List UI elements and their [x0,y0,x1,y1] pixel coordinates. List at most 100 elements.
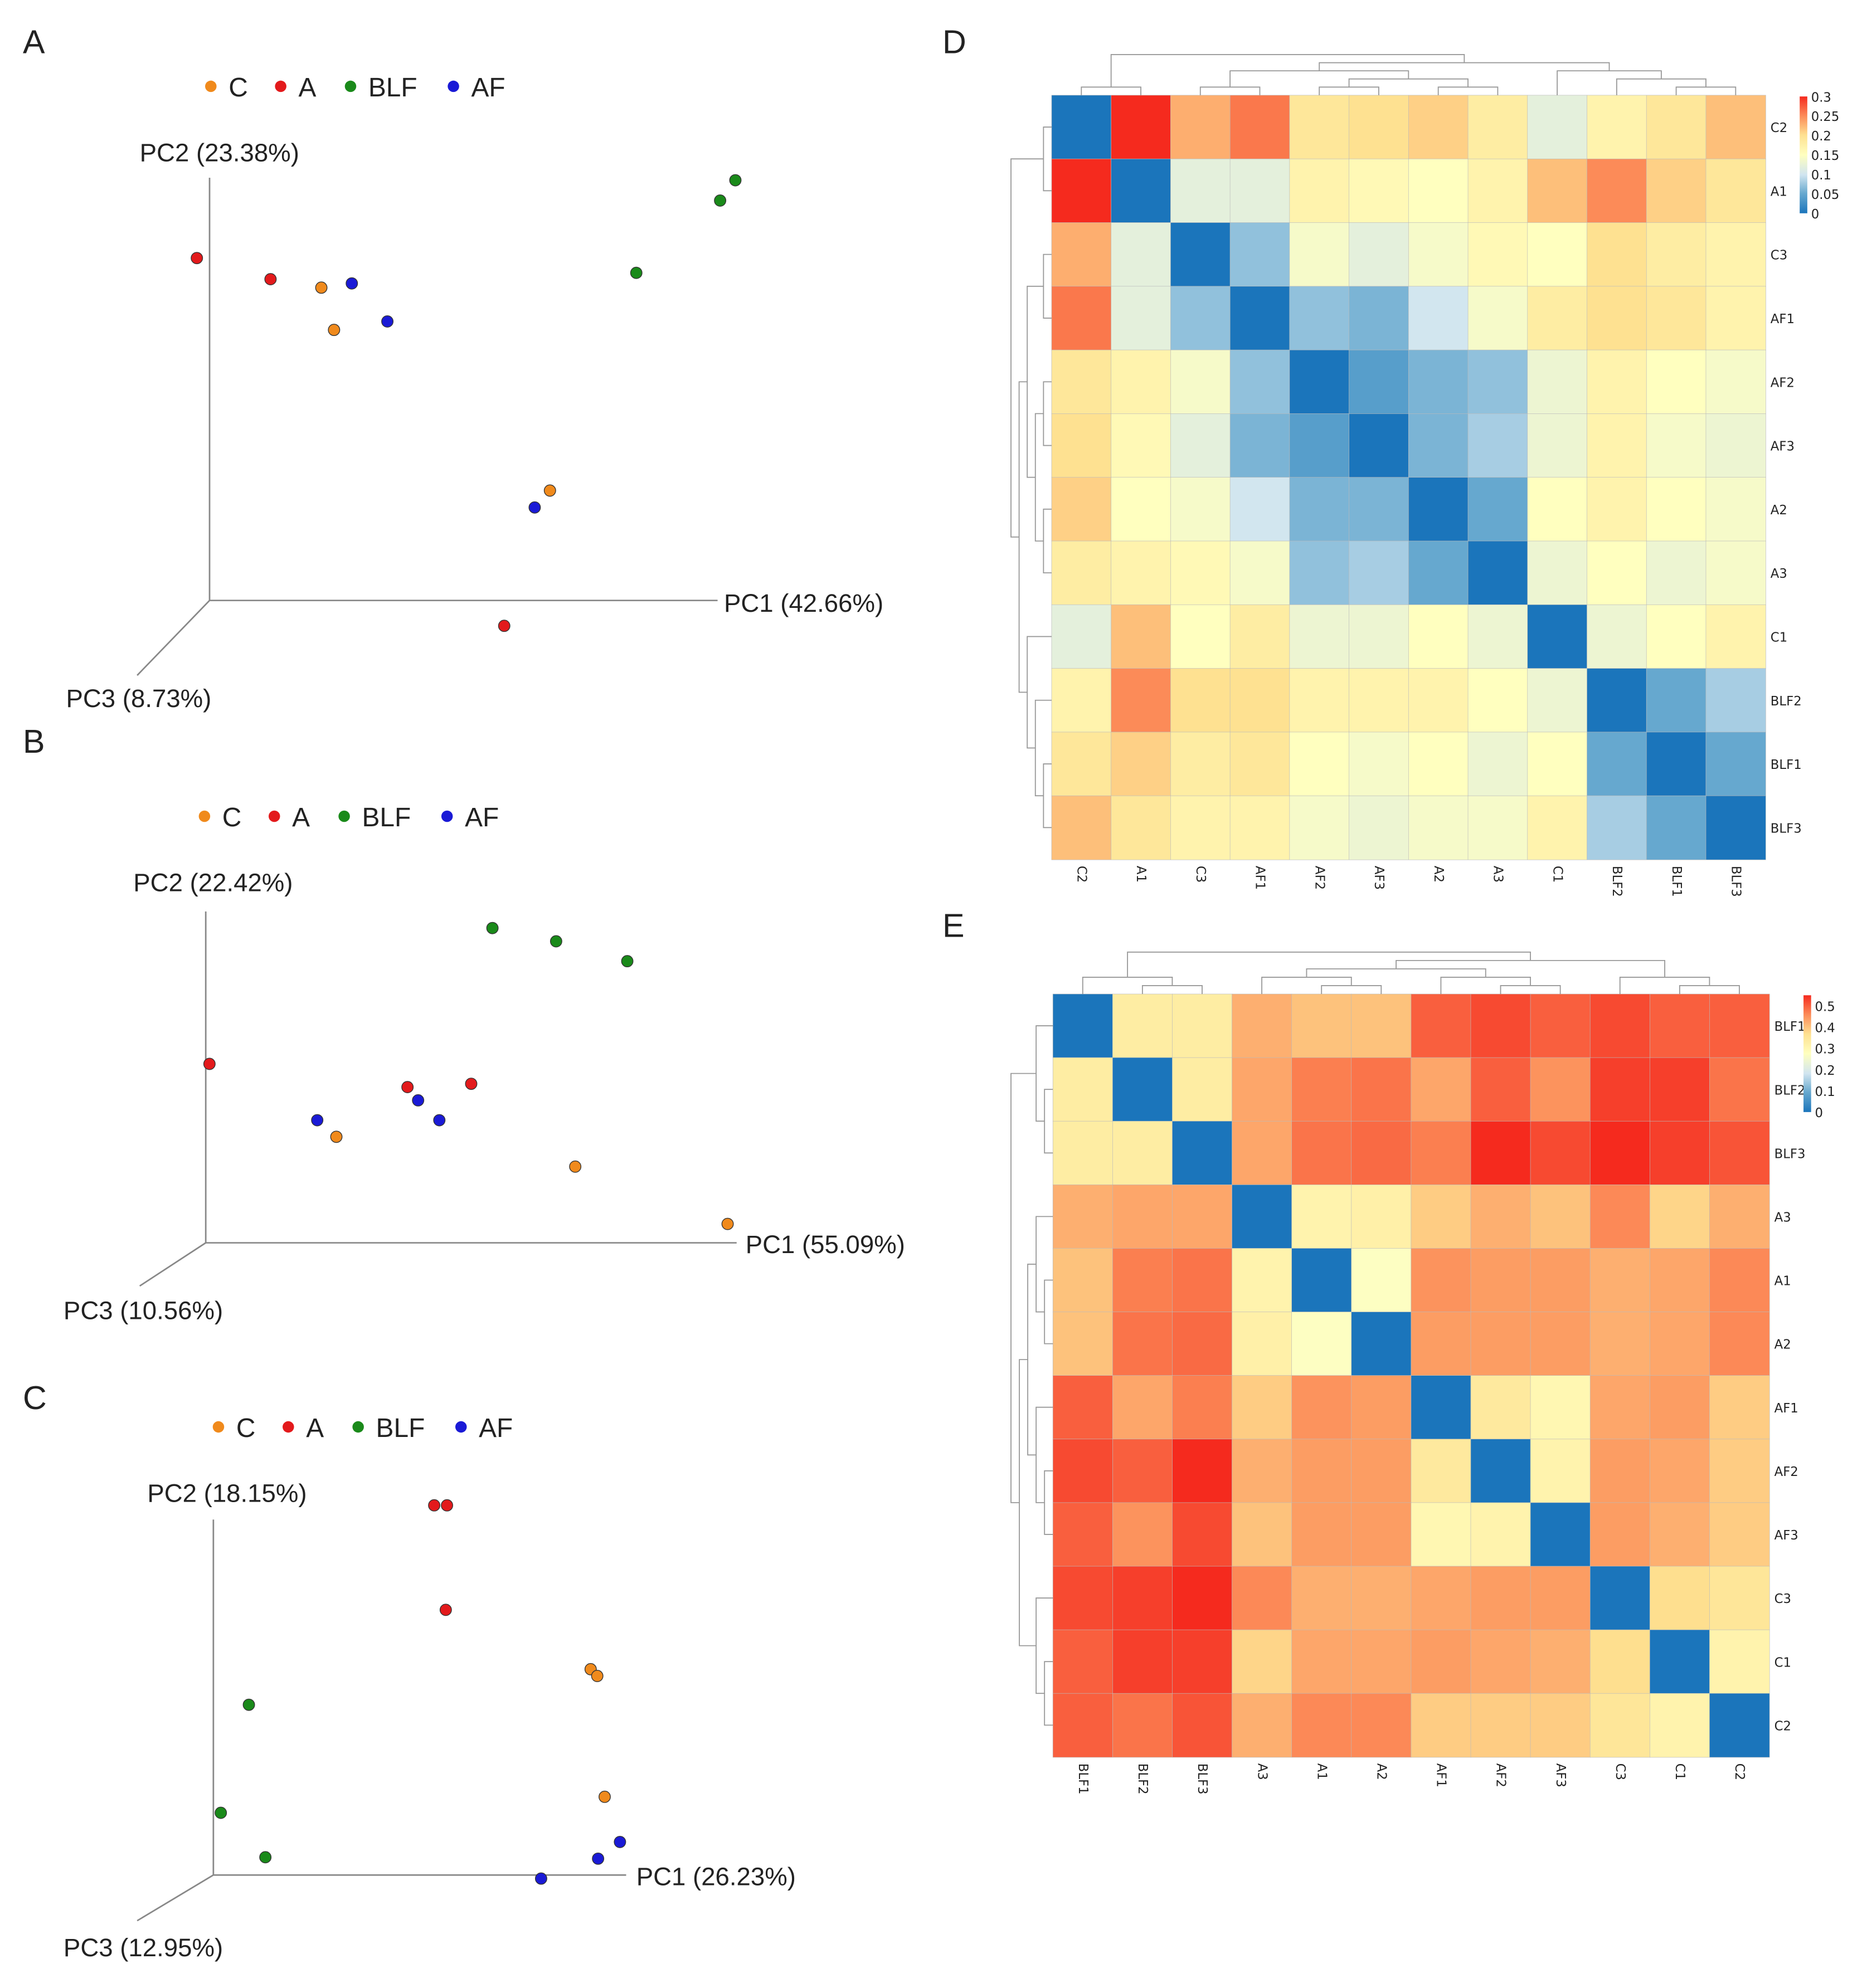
heatmap-cell [1705,540,1766,606]
heatmap-cell [1470,1120,1531,1186]
heatmap-cell [1172,1566,1233,1631]
heatmap-cell [1289,477,1350,542]
heatmap-cell [1051,795,1112,860]
data-point-A [465,1078,478,1090]
pcoa-panel-A: A C A BLF AF PC1 (42.66%) PC2 (23.38%) PC3 (8.7… [23,23,883,713]
dendrogram-branch [1043,254,1052,319]
heatmap-cell [1052,1312,1114,1376]
heatmap-cell [1229,477,1290,542]
row-label: C2 [1774,1719,1791,1733]
heatmap-cell [1232,1375,1292,1440]
heatmap-cell [1291,1057,1352,1122]
heatmap-cell [1589,1439,1651,1503]
heatmap-cell [1170,286,1231,351]
data-point-AF [528,501,541,514]
heatmap-cell [1587,413,1647,478]
heatmap-cell [1172,1248,1233,1313]
column-label: C2 [1074,866,1088,883]
colorbar-tick-label: 0.15 [1811,149,1840,163]
heatmap-cell [1052,1120,1114,1186]
heatmap-cell [1470,1502,1531,1567]
dendrogram-branch [1043,508,1052,574]
heatmap-cell [1649,1120,1710,1186]
data-point-A [203,1058,216,1070]
heatmap-cell [1052,1693,1114,1758]
heatmap-cell [1587,477,1647,542]
heatmap-cell [1232,1184,1292,1249]
panel-letter: C [23,1379,47,1416]
column-label: AF2 [1312,866,1326,890]
heatmap-cell [1051,286,1112,351]
heatmap-cell [1349,413,1409,478]
heatmap-cell [1291,1312,1352,1376]
heatmap-cell [1646,286,1706,351]
row-label: AF3 [1774,1528,1798,1543]
heatmap-cell [1709,1184,1770,1249]
data-point-C [599,1790,611,1803]
heatmap-cell [1112,1184,1173,1249]
heatmap-cell [1646,95,1706,160]
dendrogram-branch [1035,1597,1053,1694]
heatmap-cell [1229,540,1290,606]
heatmap-cell [1646,413,1706,478]
heatmap-cell [1467,222,1528,287]
heatmap-cell [1470,1312,1531,1376]
colorbar-tick-label: 0.5 [1815,1000,1835,1014]
heatmap-cell [1291,1629,1352,1694]
heatmap-cell [1589,1566,1651,1631]
heatmap-cell [1051,158,1112,223]
heatmap-cell [1232,1693,1292,1758]
heatmap-cell [1408,795,1469,860]
legend-label-BLF: BLF [368,73,417,103]
heatmap-cell [1705,286,1766,351]
heatmap-cell [1527,668,1588,733]
heatmap-cell [1530,1375,1591,1440]
heatmap-cell [1408,732,1469,797]
row-label: C3 [1771,248,1787,263]
heatmap-cell [1351,1248,1412,1313]
heatmap-cell [1112,1057,1173,1122]
heatmap-cell [1705,604,1766,669]
heatmap-cell [1709,993,1770,1059]
colorbar-tick-label: 0.05 [1811,188,1840,202]
heatmap-cell [1051,540,1112,606]
heatmap-cell [1351,1184,1412,1249]
legend-label-C: C [222,803,242,832]
dendrogram-branch [1043,763,1052,829]
heatmap-cell [1289,222,1350,287]
z-axis [139,1242,206,1287]
heatmap-cell [1527,540,1588,606]
z-axis-label: PC3 (12.95%) [64,1933,223,1962]
heatmap-cell [1172,1693,1233,1758]
heatmap-cell [1649,1184,1710,1249]
heatmap-cell [1408,477,1469,542]
z-axis-label: PC3 (10.56%) [64,1296,223,1324]
colorbar-tick-label: 0.25 [1811,110,1840,124]
dendrogram-branch [1199,86,1261,95]
heatmap-cell [1170,477,1231,542]
heatmap-cell [1411,1693,1472,1758]
column-label: C3 [1193,866,1208,883]
heatmap-cell [1649,1502,1710,1567]
data-point-C [721,1217,734,1230]
legend-label-A: A [299,73,317,103]
row-label: A1 [1774,1274,1791,1289]
column-label: AF2 [1494,1763,1508,1787]
data-point-C [330,1131,343,1143]
dendrogram-branch [1348,78,1469,87]
dendrogram-branch [1500,985,1561,994]
dendrogram-branch [1035,1216,1053,1313]
heatmap-cell [1646,222,1706,287]
heatmap-cell [1349,604,1409,669]
legend-marker-A [283,1421,294,1433]
heatmap-cell [1408,286,1469,351]
heatmap-cell [1530,1566,1591,1631]
heatmap-cell [1291,1693,1352,1758]
data-point-AF [412,1094,425,1107]
heatmap-cell [1408,540,1469,606]
data-point-BLF [259,1851,272,1864]
heatmap-cell [1646,540,1706,606]
dendrogram-branch [1306,968,1486,977]
heatmap-cell [1111,222,1171,287]
dendrogram-branch [1018,381,1028,693]
